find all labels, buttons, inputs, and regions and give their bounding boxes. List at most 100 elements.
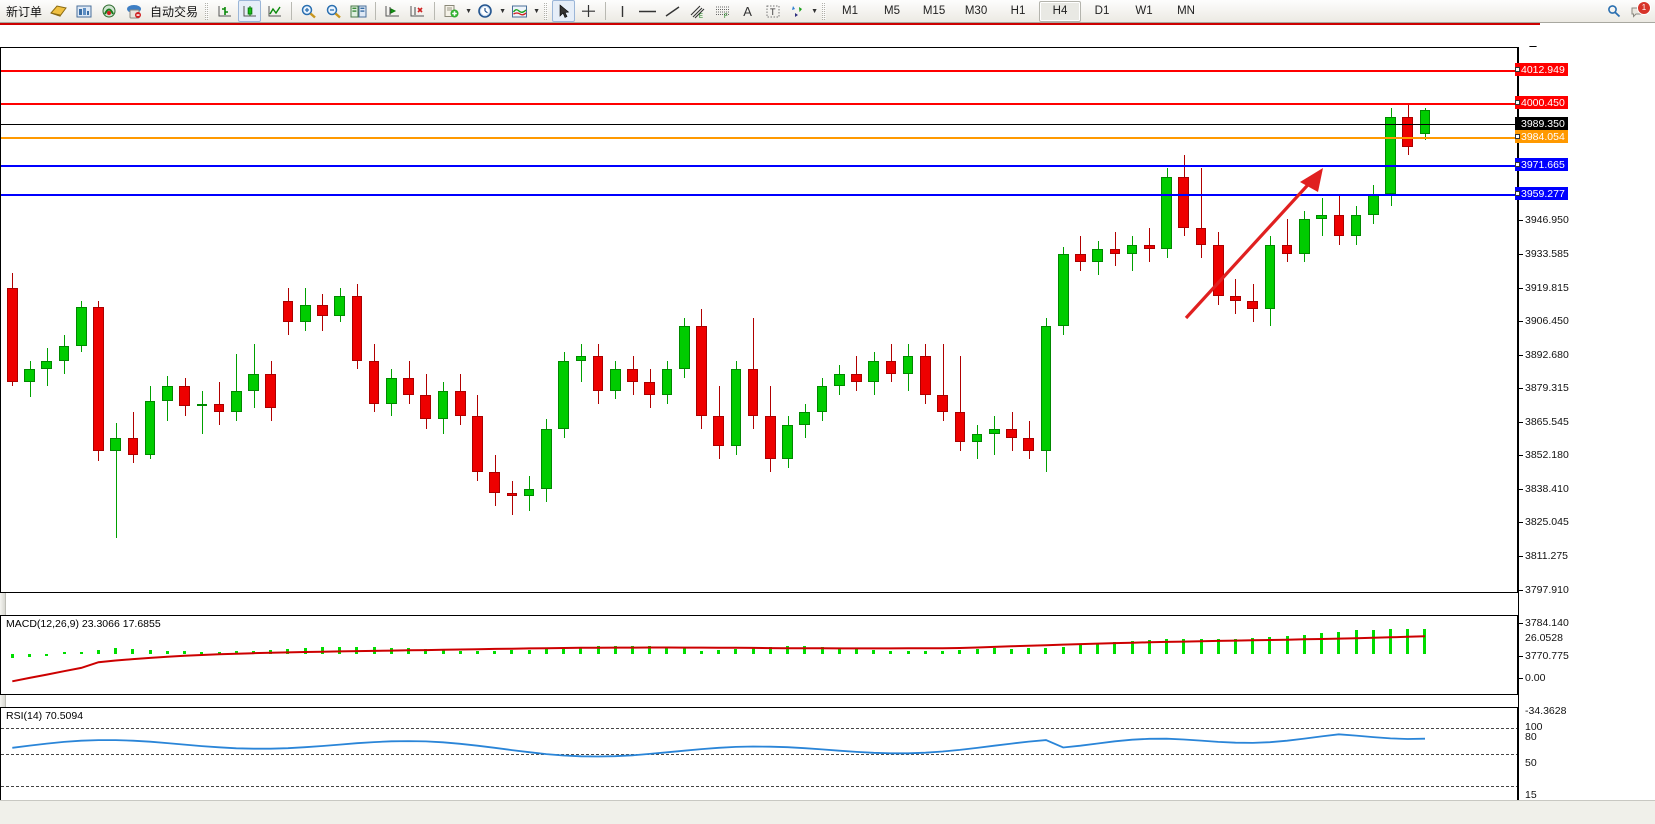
support-line-3959[interactable] (1, 194, 1517, 196)
macd-bar (1354, 630, 1358, 654)
vertical-line-icon[interactable] (611, 0, 634, 22)
navigator-icon[interactable] (97, 0, 120, 22)
text-icon[interactable]: A (743, 3, 752, 19)
macd-bar (183, 651, 187, 654)
candlestick-chart-icon[interactable] (238, 0, 262, 22)
timeframe-m5[interactable]: M5 (884, 5, 901, 17)
chart-bar-icon[interactable] (72, 0, 95, 22)
horizontal-line-icon[interactable] (636, 0, 659, 22)
timeframe-w1[interactable]: W1 (1135, 5, 1153, 17)
svg-text:F: F (724, 14, 728, 19)
templates-dropdown-caret[interactable]: ▼ (533, 7, 540, 15)
bar-chart-icon[interactable] (213, 0, 236, 22)
macd-bar (717, 649, 721, 654)
price-tag-4000.450[interactable]: 4000.450 (1515, 96, 1568, 109)
orange-line-3984[interactable] (1, 137, 1517, 139)
macd-bar (1268, 637, 1272, 654)
resistance-line-4012[interactable] (1, 70, 1517, 72)
macd-bar (1302, 634, 1306, 654)
price-tag-4012.949[interactable]: 4012.949 (1515, 63, 1568, 76)
period-dropdown-caret[interactable]: ▼ (499, 7, 506, 15)
chart-workspace[interactable]: SP500-,H4 3978.050 3990.350 3975.350 398… (0, 23, 1655, 823)
macd-bar (906, 651, 910, 654)
macd-bar (28, 654, 32, 657)
timeframe-m30[interactable]: M30 (964, 5, 988, 17)
price-axis-tick: 3892.680 (1519, 349, 1655, 361)
macd-signal-line (12, 635, 1426, 683)
rsi-level-15 (1, 786, 1517, 787)
macd-bar (699, 650, 703, 654)
up-trend-arrow-icon[interactable] (1176, 148, 1336, 328)
macd-bar (320, 647, 324, 654)
resistance-line-4000[interactable] (1, 103, 1517, 105)
price-axis[interactable]: 3946.950 3933.585 3919.815 3906.450 3892.680… (1515, 47, 1655, 801)
timeframe-h1[interactable]: H1 (1010, 5, 1026, 17)
shapes-icon[interactable] (786, 0, 809, 22)
main-toolbar[interactable]: 新订单 自动交易 ▼ ▼ (0, 0, 1655, 23)
period-clock-icon[interactable] (474, 0, 497, 22)
auto-trading-button[interactable]: 自动交易 (150, 4, 199, 19)
cursor-icon[interactable] (552, 0, 576, 22)
indicators-dropdown-caret[interactable]: ▼ (465, 7, 472, 15)
toolbar-grip-3[interactable] (822, 2, 827, 20)
chart-shift-icon[interactable] (381, 0, 404, 22)
price-axis-tick: 3865.545 (1519, 416, 1655, 428)
macd-bar (62, 652, 66, 654)
indicators-icon[interactable] (440, 0, 463, 22)
zoom-in-icon[interactable] (297, 0, 320, 22)
toolbar-grip-2[interactable] (544, 2, 549, 20)
support-line-3971[interactable] (1, 165, 1517, 167)
toolbar-separator-2 (375, 2, 377, 20)
timeframe-m1[interactable]: M1 (842, 5, 859, 17)
notifications-icon[interactable]: 1 (1627, 0, 1651, 23)
crosshair-icon[interactable] (577, 0, 600, 22)
price-pane[interactable] (0, 47, 1518, 593)
price-tag-3971.665[interactable]: 3971.665 (1515, 158, 1568, 171)
macd-bar (165, 650, 169, 654)
current-price-line (1, 124, 1517, 125)
timeframe-d1[interactable]: D1 (1094, 5, 1110, 17)
macd-bar (872, 649, 876, 654)
rsi-pane[interactable]: RSI(14) 70.5094 (0, 707, 1518, 801)
macd-bar (1423, 629, 1427, 654)
terminal-icon[interactable] (122, 0, 145, 22)
new-order-button[interactable]: 新订单 (6, 4, 43, 19)
auto-scroll-icon[interactable] (406, 0, 429, 22)
macd-pane[interactable]: MACD(12,26,9) 23.3066 17.6855 (0, 615, 1518, 695)
timeframe-m15[interactable]: M15 (922, 5, 946, 17)
new-order-icon[interactable] (47, 0, 70, 22)
search-icon[interactable] (1602, 1, 1625, 23)
macd-bar (665, 646, 669, 654)
price-tag-3989.350[interactable]: 3989.350 (1515, 117, 1568, 130)
macd-bar (441, 650, 445, 654)
price-tag-3959.277[interactable]: 3959.277 (1515, 187, 1568, 200)
price-axis-tick: 3879.315 (1519, 382, 1655, 394)
macd-bar (941, 650, 945, 654)
text-label-icon[interactable]: T (761, 0, 784, 22)
macd-bar (79, 651, 83, 654)
timeframe-mn[interactable]: MN (1177, 5, 1195, 17)
rsi-scale-15: 15 (1525, 789, 1537, 801)
equidistant-channel-icon[interactable]: E (686, 0, 709, 22)
templates-icon[interactable] (508, 0, 531, 22)
macd-bar (1320, 633, 1324, 654)
tile-windows-icon[interactable] (347, 0, 370, 22)
macd-bar (200, 651, 204, 654)
zoom-out-icon[interactable] (322, 0, 345, 22)
macd-bar (1113, 642, 1117, 654)
macd-bar (1233, 638, 1237, 654)
macd-bar (1251, 638, 1255, 654)
trendline-icon[interactable] (661, 0, 684, 22)
shapes-dropdown-caret[interactable]: ▼ (811, 7, 818, 15)
macd-bar (493, 650, 497, 654)
fibonacci-icon[interactable]: F (711, 0, 734, 22)
macd-bar (958, 649, 962, 654)
macd-bar (114, 648, 118, 654)
line-chart-icon[interactable] (263, 0, 286, 22)
price-tag-3984.054[interactable]: 3984.054 (1515, 130, 1568, 143)
toolbar-grip[interactable] (205, 2, 210, 20)
rsi-scale-100: 100 (1525, 721, 1543, 733)
price-axis-tick: 3770.775 (1519, 650, 1655, 662)
toolbar-separator (291, 2, 293, 20)
timeframe-h4[interactable]: H4 (1039, 0, 1082, 22)
